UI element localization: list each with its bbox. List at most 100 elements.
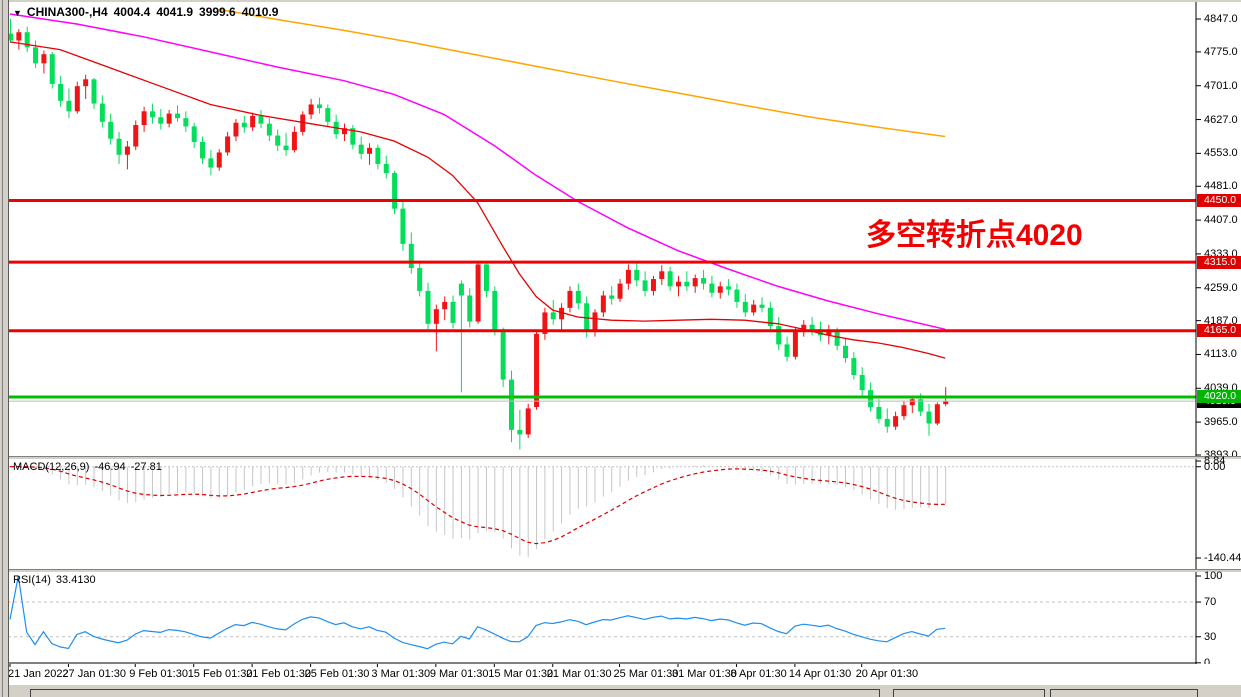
candle-bullish bbox=[534, 333, 540, 408]
macd-panel[interactable]: MACD(12,26,9) -46.94 -27.81 8.84 0.00 -140.4… bbox=[8, 455, 1241, 569]
window-left-border bbox=[0, 0, 9, 697]
candle-bearish bbox=[492, 290, 498, 330]
rsi-name: RSI(14) bbox=[13, 574, 51, 586]
price-chart-canvas[interactable] bbox=[8, 2, 1241, 456]
macd-canvas bbox=[8, 459, 1201, 569]
macd-scale-label: 8.84 bbox=[1204, 455, 1226, 467]
main-chart-panel[interactable]: ▼ CHINA300-,H4 4004.4 4041.9 3999.6 4010.9 多空… bbox=[8, 2, 1241, 461]
candle-bullish bbox=[367, 147, 373, 154]
chart-collapse-icon[interactable]: ▼ bbox=[13, 8, 22, 18]
candle-bearish bbox=[742, 301, 748, 313]
candle-bearish bbox=[458, 283, 464, 296]
candle-bullish bbox=[442, 301, 448, 310]
candle-bearish bbox=[859, 375, 865, 391]
candle-bearish bbox=[926, 411, 932, 424]
candle-bullish bbox=[650, 279, 656, 291]
candle-bullish bbox=[692, 278, 698, 287]
candle-bearish bbox=[509, 379, 514, 430]
macd-signal-value: -27.81 bbox=[130, 461, 162, 473]
macd-name: MACD(12,26,9) bbox=[13, 461, 90, 473]
candle-bullish bbox=[133, 125, 139, 147]
time-tick-label: 9 Feb 01:30 bbox=[129, 668, 188, 680]
candle-bearish bbox=[701, 278, 707, 284]
rsi-label: RSI(14) 33.4130 bbox=[13, 574, 96, 586]
candle-bullish bbox=[801, 324, 807, 333]
candle-bearish bbox=[734, 289, 740, 302]
rsi-line bbox=[9, 575, 946, 650]
candle-bearish bbox=[33, 47, 39, 64]
candle-bearish bbox=[467, 295, 473, 322]
candle-bearish bbox=[392, 173, 398, 209]
candle-bearish bbox=[99, 103, 105, 122]
candle-bearish bbox=[759, 304, 765, 308]
candle-bullish bbox=[433, 309, 439, 324]
price-tick-label: 4481.0 bbox=[1204, 180, 1238, 193]
candle-bullish bbox=[475, 264, 481, 322]
candle-bullish bbox=[141, 111, 147, 126]
candle-bearish bbox=[183, 118, 189, 127]
chart-tab-bar[interactable] bbox=[0, 684, 1241, 697]
candle-bearish bbox=[876, 407, 882, 419]
symbol-period-label: CHINA300-,H4 bbox=[26, 5, 108, 19]
candle-bearish bbox=[241, 122, 247, 128]
candle-bearish bbox=[425, 290, 431, 324]
ohlc-low: 3999.6 bbox=[199, 5, 236, 19]
candle-bearish bbox=[158, 117, 164, 124]
candle-bearish bbox=[258, 115, 264, 124]
time-tick-label: 3 Mar 01:30 bbox=[371, 668, 431, 680]
candle-bearish bbox=[325, 108, 331, 122]
candle-bullish bbox=[934, 404, 940, 424]
chart-tab-group[interactable] bbox=[30, 689, 880, 697]
candle-bearish bbox=[24, 32, 30, 48]
time-tick-label: 27 Jan 01:30 bbox=[62, 668, 127, 680]
price-tick-label: 4553.0 bbox=[1204, 147, 1238, 160]
time-tick-label: 20 Apr 01:30 bbox=[855, 668, 919, 680]
candle-bearish bbox=[275, 135, 281, 146]
candle-bullish bbox=[74, 86, 80, 112]
macd-label: MACD(12,26,9) -46.94 -27.81 bbox=[13, 461, 162, 473]
ma-fast-red bbox=[9, 41, 946, 359]
time-tick-label: 9 Mar 01:30 bbox=[429, 668, 489, 680]
candle-bearish bbox=[350, 128, 356, 145]
ohlc-open: 4004.4 bbox=[113, 5, 151, 19]
chart-tab-active[interactable] bbox=[893, 689, 1045, 697]
price-tick-label: 3965.0 bbox=[1204, 416, 1238, 429]
candle-bearish bbox=[200, 141, 206, 159]
candle-bearish bbox=[108, 121, 114, 139]
candle-bullish bbox=[308, 104, 314, 115]
time-axis-ticks bbox=[9, 664, 863, 667]
candle-bearish bbox=[609, 295, 615, 299]
candle-bearish bbox=[375, 147, 381, 164]
price-tick-label: 4701.0 bbox=[1204, 79, 1238, 92]
candle-bearish bbox=[809, 324, 815, 330]
chart-tab[interactable] bbox=[1050, 689, 1198, 697]
candle-bearish bbox=[383, 163, 389, 174]
candle-bullish bbox=[592, 312, 598, 331]
candle-bearish bbox=[500, 329, 506, 380]
candle-bearish bbox=[517, 429, 523, 435]
candle-bearish bbox=[149, 111, 155, 118]
candle-bullish bbox=[16, 32, 22, 41]
candle-bullish bbox=[124, 146, 130, 155]
candle-bearish bbox=[667, 271, 673, 287]
candle-bearish bbox=[208, 158, 214, 168]
time-tick-label: 25 Feb 01:30 bbox=[304, 668, 370, 680]
candle-bullish bbox=[625, 269, 631, 284]
candle-bullish bbox=[83, 79, 89, 87]
candle-bearish bbox=[49, 54, 55, 84]
ohlc-close: 4010.9 bbox=[241, 5, 279, 19]
candle-bearish bbox=[634, 269, 640, 281]
level-price-badge: 4165.0 bbox=[1197, 324, 1241, 338]
rsi-panel[interactable]: RSI(14) 33.4130 100 70 30 0 bbox=[8, 570, 1241, 669]
candle-bearish bbox=[450, 301, 456, 323]
candle-bullish bbox=[617, 283, 623, 299]
time-tick-label: 21 Mar 01:30 bbox=[546, 668, 612, 680]
rsi-value: 33.4130 bbox=[55, 574, 96, 586]
candle-bearish bbox=[283, 145, 289, 151]
candle-bullish bbox=[826, 330, 832, 336]
candle-bearish bbox=[483, 264, 489, 291]
price-tick-label: 4259.0 bbox=[1204, 281, 1238, 294]
candle-bearish bbox=[417, 268, 423, 291]
candle-bearish bbox=[868, 390, 874, 408]
candle-bearish bbox=[584, 303, 590, 331]
